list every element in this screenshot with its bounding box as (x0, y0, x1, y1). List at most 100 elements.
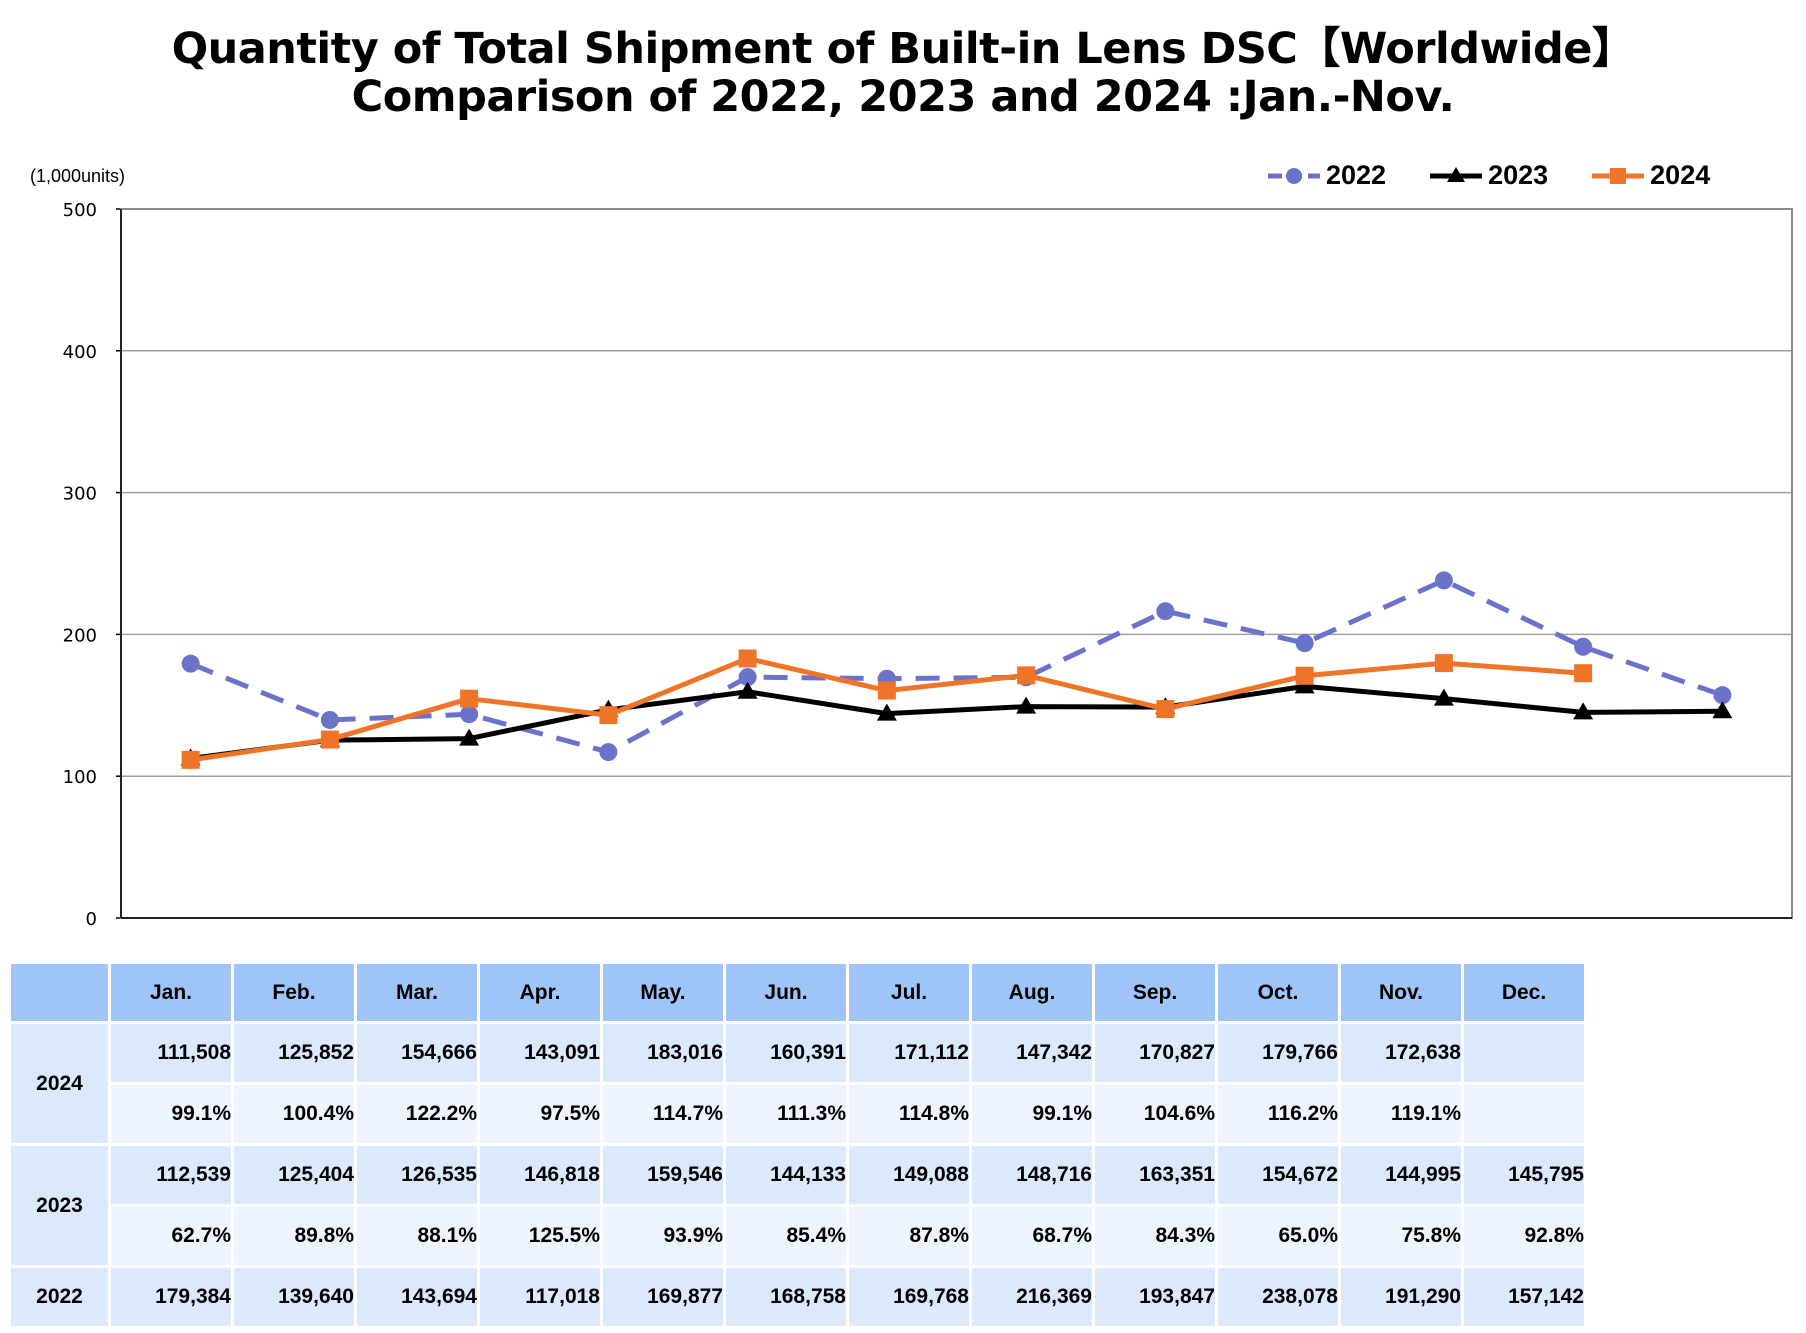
table-cell-percent: 114.8% (849, 1085, 969, 1143)
data-point-2024 (1017, 666, 1036, 685)
data-point-2022 (460, 705, 479, 724)
table-cell-percent: 87.8% (849, 1207, 969, 1265)
table-cell-value: 183,016 (603, 1024, 723, 1082)
table-cell-value: 125,852 (234, 1024, 354, 1082)
table-cell-percent: 92.8% (1464, 1207, 1584, 1265)
table-cell-value: 146,818 (480, 1146, 600, 1204)
table-header-cell: Mar. (357, 964, 477, 1021)
chart-title-line2: Comparison of 2022, 2023 and 2024 :Jan.-… (351, 72, 1455, 122)
table-cell-percent: 65.0% (1218, 1207, 1338, 1265)
table-cell-value: 163,351 (1095, 1146, 1215, 1204)
table-cell-percent: 116.2% (1218, 1085, 1338, 1143)
table-cell-percent: 99.1% (111, 1085, 231, 1143)
line-chart: 0 100 200 300 400 500 (63, 200, 1793, 930)
data-point-2023 (737, 681, 758, 699)
table-header-corner (11, 964, 108, 1021)
table-cell-percent: 119.1% (1341, 1085, 1461, 1143)
table-header-cell: Jul. (849, 964, 969, 1021)
table-cell-value: 143,694 (357, 1268, 477, 1326)
y-tick-label: 100 (63, 767, 97, 788)
table-cell-value: 169,768 (849, 1268, 969, 1326)
table-cell-value: 154,672 (1218, 1146, 1338, 1204)
table-cell-value: 160,391 (726, 1024, 846, 1082)
y-tick-label: 200 (63, 625, 97, 646)
table-cell-value: 170,827 (1095, 1024, 1215, 1082)
table-cell-value: 193,847 (1095, 1268, 1215, 1326)
legend-marker-triangle-icon (1430, 166, 1483, 182)
table-header-cell: May. (603, 964, 723, 1021)
table-header-cell: Jun. (726, 964, 846, 1021)
legend-marker-square-icon (1592, 167, 1645, 184)
table-cell-value: 168,758 (726, 1268, 846, 1326)
table-cell-value: 159,546 (603, 1146, 723, 1204)
data-point-2023 (876, 703, 897, 721)
table-header-cell: Jan. (111, 964, 231, 1021)
table-cell-value: 149,088 (849, 1146, 969, 1204)
table-row-percent: 62.7% 89.8% 88.1% 125.5% 93.9% 85.4% 87.8% 68.7… (11, 1207, 1584, 1265)
table-cell-percent: 97.5% (480, 1085, 600, 1143)
table-cell-percent: 111.3% (726, 1085, 846, 1143)
table-header-cell: Dec. (1464, 964, 1584, 1021)
table-cell-value: 179,766 (1218, 1024, 1338, 1082)
legend-label: 2023 (1488, 160, 1549, 190)
data-point-2022 (1295, 634, 1314, 653)
legend-item-2022: 2022 (1264, 160, 1386, 191)
table-cell-percent: 85.4% (726, 1207, 846, 1265)
data-point-2024 (738, 649, 757, 668)
table-cell-value: 172,638 (1341, 1024, 1461, 1082)
table-cell-value: 144,995 (1341, 1146, 1461, 1204)
table-header-cell: Aug. (972, 964, 1092, 1021)
data-point-2024 (181, 750, 200, 769)
table-cell-value: 216,369 (972, 1268, 1092, 1326)
data-point-2024 (460, 689, 479, 708)
y-tick-label: 400 (63, 342, 97, 363)
table-cell-value: 179,384 (111, 1268, 231, 1326)
table-header-cell: Apr. (480, 964, 600, 1021)
table-cell-value: 171,112 (849, 1024, 969, 1082)
data-point-2024 (1295, 666, 1314, 685)
data-point-2022 (599, 743, 618, 762)
row-year-label: 2022 (11, 1268, 108, 1326)
data-point-2024 (877, 681, 896, 700)
data-point-2024 (320, 730, 339, 749)
data-point-2023 (459, 728, 480, 746)
data-point-2022 (1434, 571, 1453, 590)
table-header-cell: Oct. (1218, 964, 1338, 1021)
data-point-2024 (599, 706, 618, 725)
data-point-2023 (1433, 688, 1454, 706)
data-point-2024 (1156, 700, 1175, 719)
data-point-2024 (1434, 654, 1453, 673)
legend: 2022 2023 2024 (1264, 160, 1750, 191)
table-header-cell: Feb. (234, 964, 354, 1021)
chart-title-line1: Quantity of Total Shipment of Built-in L… (171, 24, 1635, 74)
table-header-row: Jan. Feb. Mar. Apr. May. Jun. Jul. Aug. Sep. Oct.… (11, 964, 1584, 1021)
row-year-label: 2024 (11, 1024, 108, 1143)
row-year-label: 2023 (11, 1146, 108, 1265)
table-row-percent: 99.1% 100.4% 122.2% 97.5% 114.7% 111.3% 114.8%… (11, 1085, 1584, 1143)
table-cell-value: 112,539 (111, 1146, 231, 1204)
table-cell-value (1464, 1024, 1584, 1082)
table-cell-percent: 68.7% (972, 1207, 1092, 1265)
table-cell-value: 125,404 (234, 1146, 354, 1204)
data-point-2022 (181, 654, 200, 673)
table-cell-value: 139,640 (234, 1268, 354, 1326)
series-line-2022 (189, 577, 1724, 755)
table-cell-percent: 104.6% (1095, 1085, 1215, 1143)
table-cell-value: 126,535 (357, 1146, 477, 1204)
y-tick-label: 300 (63, 484, 97, 505)
data-point-2022 (320, 710, 339, 729)
y-tick-label: 0 (86, 909, 97, 930)
y-tick-label: 500 (63, 200, 97, 221)
table-cell-value: 148,716 (972, 1146, 1092, 1204)
data-point-2023 (1712, 701, 1733, 719)
table-cell-percent: 99.1% (972, 1085, 1092, 1143)
table-cell-percent: 89.8% (234, 1207, 354, 1265)
table-cell-value: 117,018 (480, 1268, 600, 1326)
table-cell-value: 169,877 (603, 1268, 723, 1326)
data-point-2022 (1574, 637, 1593, 656)
table-cell-percent: 62.7% (111, 1207, 231, 1265)
table-row: 2023 112,539 125,404 126,535 146,818 159,546 1… (11, 1146, 1584, 1265)
legend-item-2024: 2024 (1588, 160, 1710, 191)
table-cell-percent: 114.7% (603, 1085, 723, 1143)
data-point-2022 (1156, 602, 1175, 621)
